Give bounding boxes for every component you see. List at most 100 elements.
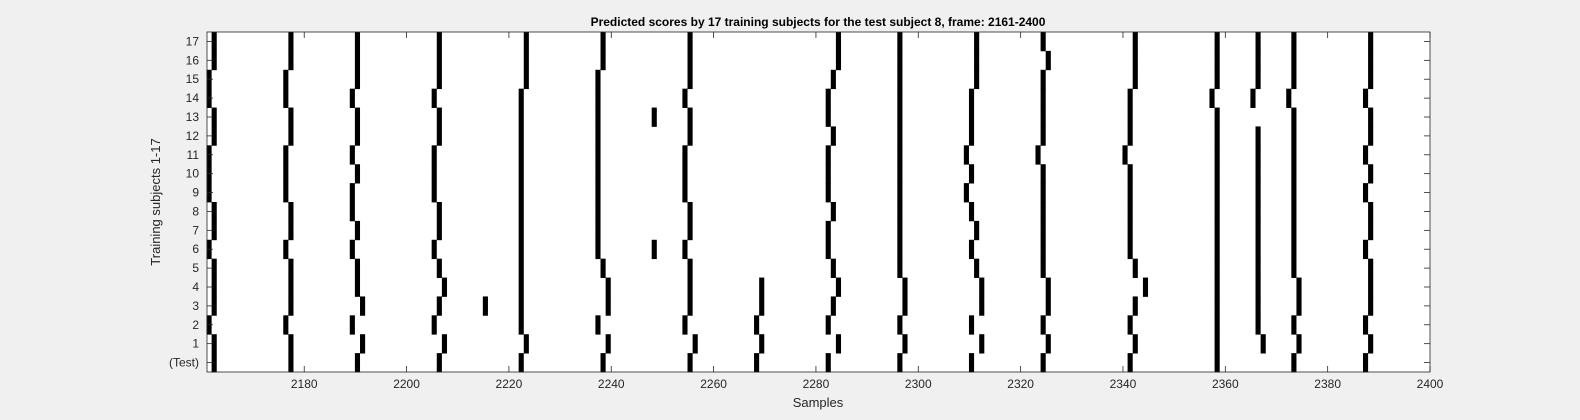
score-mark — [1214, 50, 1220, 71]
score-mark — [897, 258, 903, 278]
score-mark — [1122, 145, 1128, 165]
score-mark — [600, 50, 606, 71]
y-tick-label: 14 — [186, 91, 200, 105]
score-mark — [979, 277, 985, 297]
score-mark — [830, 296, 836, 316]
score-mark — [436, 258, 442, 278]
score-mark — [431, 164, 437, 184]
score-mark — [979, 334, 985, 354]
x-tick-label: 2180 — [291, 377, 318, 391]
score-mark — [431, 88, 437, 108]
score-mark — [523, 334, 529, 354]
score-mark — [835, 32, 842, 52]
score-mark — [835, 334, 842, 354]
score-mark — [431, 239, 437, 260]
score-mark — [1255, 50, 1261, 71]
score-mark — [1255, 315, 1261, 335]
score-mark — [1255, 145, 1261, 165]
score-mark — [1260, 334, 1266, 354]
score-mark — [354, 69, 361, 90]
score-mark — [605, 296, 611, 316]
score-mark — [759, 334, 765, 354]
score-mark — [211, 334, 217, 354]
score-mark — [288, 220, 294, 241]
score-mark — [283, 88, 289, 108]
row-2 — [206, 315, 1369, 335]
score-mark — [436, 32, 442, 52]
score-mark — [1368, 277, 1374, 297]
row-7 — [211, 220, 1374, 241]
score-mark — [211, 202, 217, 222]
score-mark — [1368, 202, 1374, 222]
score-mark — [1045, 50, 1051, 71]
score-mark — [1291, 50, 1297, 71]
x-tick-label: 2400 — [1417, 377, 1444, 391]
score-mark — [1362, 88, 1369, 108]
score-mark — [1214, 164, 1220, 184]
score-mark — [1255, 202, 1261, 222]
score-mark — [1291, 239, 1297, 260]
score-mark — [897, 202, 903, 222]
score-mark — [595, 183, 601, 203]
y-tick-label: 9 — [192, 186, 199, 200]
score-mark — [897, 50, 903, 71]
y-tick-label: (Test) — [169, 356, 199, 370]
score-mark — [754, 353, 760, 373]
row-4 — [211, 277, 1374, 297]
score-mark — [354, 277, 361, 297]
score-mark — [1368, 107, 1374, 127]
score-mark — [436, 202, 442, 222]
plot-frame — [206, 31, 1431, 373]
score-mark — [1040, 126, 1046, 146]
score-mark — [354, 32, 361, 52]
score-mark — [283, 239, 289, 260]
score-mark — [825, 183, 831, 203]
score-mark — [288, 126, 294, 146]
x-axis-label: Samples — [793, 395, 844, 410]
score-mark — [1214, 315, 1220, 335]
score-mark — [518, 126, 524, 146]
score-mark — [1255, 277, 1261, 297]
score-mark — [1286, 88, 1292, 108]
x-tick-label: 2280 — [803, 377, 830, 391]
score-mark — [595, 126, 601, 146]
score-mark — [682, 88, 688, 108]
score-mark — [651, 239, 657, 260]
score-mark — [682, 239, 688, 260]
score-mark — [283, 164, 289, 184]
score-mark — [211, 353, 217, 373]
score-mark — [759, 277, 765, 297]
score-mark — [1368, 296, 1374, 316]
score-mark — [436, 50, 442, 71]
score-mark — [974, 220, 980, 241]
score-mark — [1291, 126, 1297, 146]
score-mark — [1040, 315, 1046, 335]
score-mark — [518, 220, 524, 241]
score-mark — [436, 69, 442, 90]
row-11 — [206, 145, 1369, 165]
chart-title: Predicted scores by 17 training subjects… — [591, 15, 1046, 29]
score-mark — [902, 277, 908, 297]
score-mark — [436, 107, 442, 127]
score-mark — [288, 107, 294, 127]
row-1 — [211, 334, 1374, 354]
score-mark — [518, 164, 524, 184]
x-tick-label: 2220 — [496, 377, 523, 391]
score-mark — [897, 183, 903, 203]
score-mark — [897, 88, 903, 108]
score-mark — [518, 315, 524, 335]
score-mark — [1040, 258, 1046, 278]
x-tick-label: 2340 — [1110, 377, 1137, 391]
score-mark — [1127, 126, 1133, 146]
score-mark — [354, 126, 361, 146]
score-mark — [1291, 315, 1297, 335]
score-mark — [1214, 69, 1220, 90]
score-mark — [1214, 334, 1220, 354]
x-tick-label: 2360 — [1212, 377, 1239, 391]
y-tick-label: 16 — [186, 53, 200, 67]
row-13 — [211, 107, 1374, 127]
score-mark — [518, 202, 524, 222]
score-mark — [518, 183, 524, 203]
score-mark — [288, 202, 294, 222]
score-mark — [1255, 164, 1261, 184]
